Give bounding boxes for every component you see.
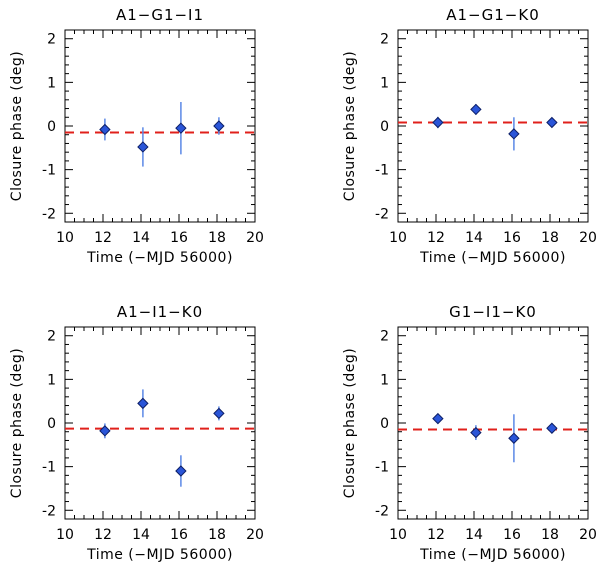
y-tick-label: -2 [42, 503, 56, 519]
y-tick-label: 1 [47, 75, 56, 91]
x-tick-label: 12 [427, 527, 445, 543]
y-tick-label: -2 [375, 503, 389, 519]
y-tick-label: 0 [380, 416, 389, 432]
y-tick-label: 1 [380, 75, 389, 91]
x-tick-label: 10 [389, 527, 407, 543]
x-tick-label: 16 [170, 527, 188, 543]
y-tick-label: 2 [47, 329, 56, 345]
plot-frame [397, 29, 589, 223]
x-tick-label: 12 [94, 527, 112, 543]
x-tick-label: 20 [579, 230, 597, 246]
y-tick-label: 0 [47, 416, 56, 432]
y-tick-label: -1 [375, 163, 389, 179]
plot-frame [64, 29, 256, 223]
y-axis-label: Closure phase (deg) [9, 51, 25, 201]
y-tick-label: -2 [375, 206, 389, 222]
x-axis-label: Time (−MJD 56000) [419, 547, 566, 563]
x-tick-label: 16 [503, 230, 521, 246]
x-tick-label: 16 [503, 527, 521, 543]
data-point [470, 103, 482, 116]
data-point [137, 141, 149, 153]
panel-title: G1−I1−K0 [449, 303, 537, 321]
data-point [508, 128, 520, 140]
y-tick-label: -2 [42, 206, 56, 222]
data-point [470, 426, 482, 439]
panel-title: A1−G1−K0 [446, 6, 540, 24]
data-point [432, 412, 444, 425]
y-tick-label: -1 [42, 163, 56, 179]
x-tick-label: 14 [132, 527, 150, 543]
y-axis-label: Closure phase (deg) [342, 51, 358, 201]
x-tick-label: 18 [208, 527, 226, 543]
data-point [175, 122, 187, 134]
x-axis-label: Time (−MJD 56000) [86, 547, 233, 563]
plot-frame [397, 326, 589, 520]
x-tick-label: 16 [170, 230, 188, 246]
x-tick-label: 18 [541, 527, 559, 543]
data-point [137, 397, 149, 410]
data-point [99, 425, 111, 437]
data-point [99, 123, 111, 136]
y-tick-label: 2 [47, 32, 56, 48]
y-axis-label: Closure phase (deg) [9, 348, 25, 498]
x-tick-label: 10 [56, 230, 74, 246]
data-point [546, 116, 558, 129]
x-tick-label: 10 [389, 230, 407, 246]
data-point [508, 432, 520, 444]
y-tick-label: -1 [42, 460, 56, 476]
x-tick-label: 12 [94, 230, 112, 246]
y-axis-label: Closure phase (deg) [342, 348, 358, 498]
data-point [213, 407, 225, 420]
data-point [175, 465, 187, 477]
x-tick-label: 10 [56, 527, 74, 543]
x-tick-label: 14 [465, 230, 483, 246]
data-point [432, 116, 444, 129]
x-tick-label: 20 [246, 230, 264, 246]
x-tick-label: 20 [579, 527, 597, 543]
plot-frame [64, 326, 256, 520]
data-point [213, 120, 225, 132]
y-tick-label: 2 [380, 329, 389, 345]
panel-title: A1−I1−K0 [117, 303, 203, 321]
x-axis-label: Time (−MJD 56000) [86, 250, 233, 266]
data-point [546, 422, 558, 434]
x-tick-label: 14 [465, 527, 483, 543]
x-tick-label: 20 [246, 527, 264, 543]
y-tick-label: 1 [47, 372, 56, 388]
y-tick-label: 0 [47, 119, 56, 135]
x-tick-label: 18 [208, 230, 226, 246]
x-tick-label: 18 [541, 230, 559, 246]
x-tick-label: 14 [132, 230, 150, 246]
panel-title: A1−G1−I1 [116, 6, 204, 24]
y-tick-label: -1 [375, 460, 389, 476]
x-axis-label: Time (−MJD 56000) [419, 250, 566, 266]
y-tick-label: 1 [380, 372, 389, 388]
x-tick-label: 12 [427, 230, 445, 246]
y-tick-label: 2 [380, 32, 389, 48]
y-tick-label: 0 [380, 119, 389, 135]
